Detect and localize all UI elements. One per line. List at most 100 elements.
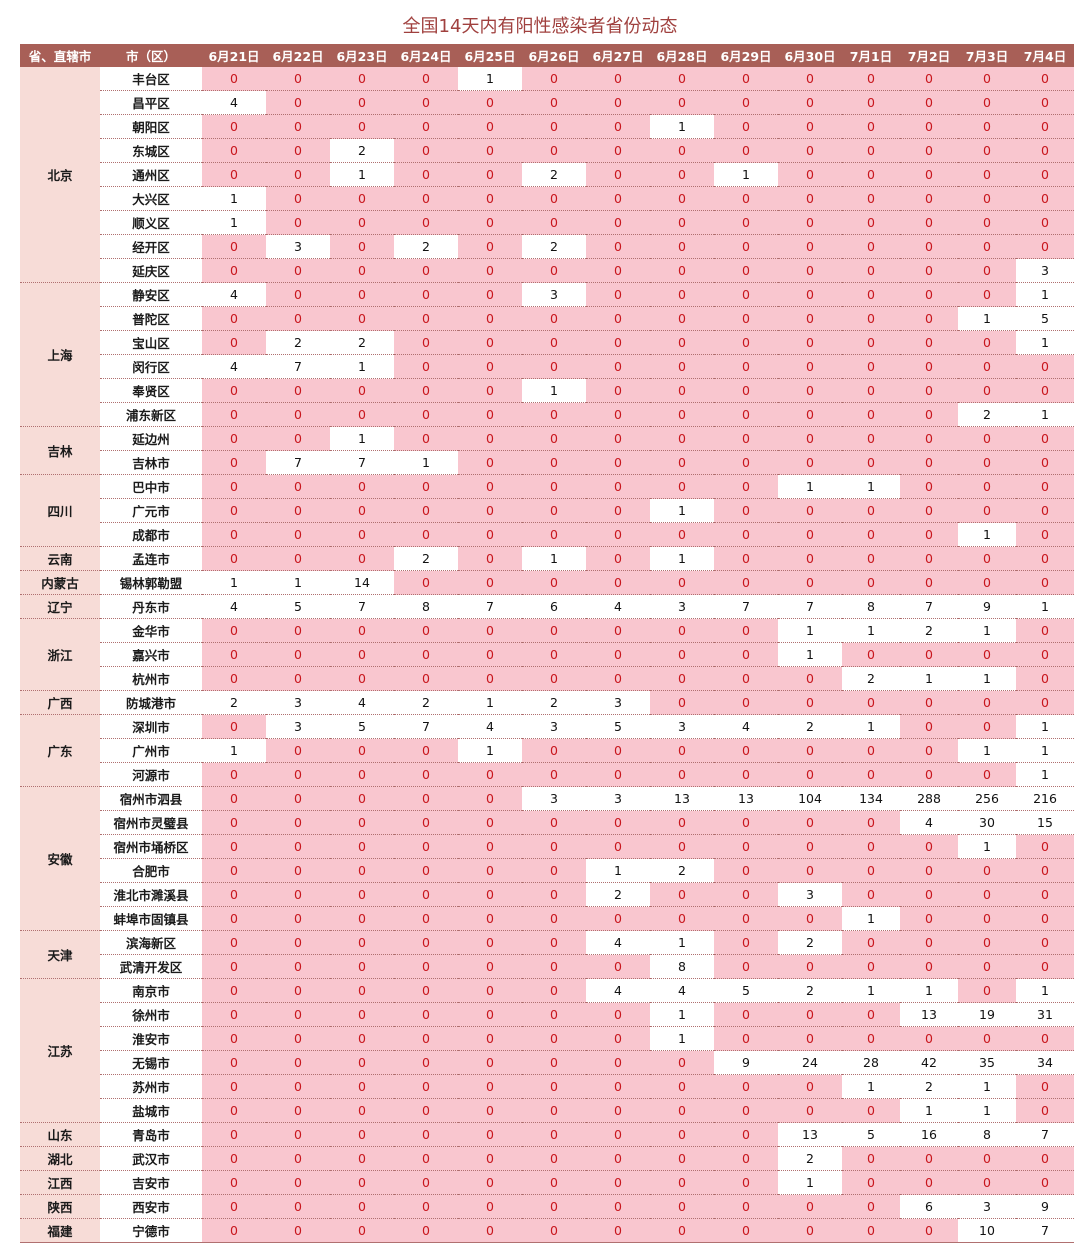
value-cell: 0: [900, 90, 958, 115]
value-cell: 0: [650, 810, 714, 835]
value-cell: 2: [394, 546, 458, 571]
value-cell: 0: [266, 1218, 330, 1243]
value-cell: 0: [330, 258, 394, 283]
value-cell: 0: [458, 186, 522, 211]
value-cell: 0: [958, 690, 1016, 715]
value-cell: 0: [650, 1194, 714, 1219]
value-cell: 0: [778, 450, 842, 475]
value-cell: 0: [900, 354, 958, 379]
value-cell: 7: [1016, 1122, 1074, 1147]
value-cell: 0: [714, 906, 778, 931]
province-cell: 天津: [20, 930, 100, 979]
value-cell: 0: [330, 978, 394, 1003]
value-cell: 0: [330, 474, 394, 499]
value-cell: 0: [842, 930, 900, 955]
value-cell: 3: [586, 690, 650, 715]
value-cell: 0: [650, 474, 714, 499]
value-cell: 0: [458, 1098, 522, 1123]
value-cell: 0: [330, 834, 394, 859]
table-row: 陕西 西安市 0 0 0 0 0 0 0 0 0 0 0 6 3 9: [20, 1194, 1074, 1219]
value-cell: 0: [842, 858, 900, 883]
value-cell: 0: [778, 738, 842, 763]
table-row: 上海 静安区 4 0 0 0 0 3 0 0 0 0 0 0 0 1: [20, 282, 1074, 427]
value-cell: 0: [266, 762, 330, 787]
value-cell: 0: [330, 1146, 394, 1171]
value-cell: 0: [330, 642, 394, 667]
city-cell: 徐州市: [100, 1002, 202, 1027]
value-cell: 0: [586, 570, 650, 595]
value-cell: 0: [266, 522, 330, 547]
value-cell: 0: [958, 1026, 1016, 1051]
value-cell: 2: [958, 402, 1016, 427]
value-cell: 0: [650, 522, 714, 547]
city-cell: 吉林市: [100, 450, 202, 475]
table-row: 北京 丰台区 0 0 0 0 1 0 0 0 0 0 0 0 0 0: [20, 67, 1074, 283]
value-cell: 0: [458, 402, 522, 427]
value-cell: 1: [1016, 282, 1074, 307]
value-cell: 0: [778, 762, 842, 787]
value-cell: 2: [394, 690, 458, 715]
value-cell: 0: [714, 882, 778, 907]
value-cell: 0: [586, 1050, 650, 1075]
value-cell: 0: [586, 1002, 650, 1027]
value-cell: 0: [330, 930, 394, 955]
value-cell: 0: [266, 954, 330, 979]
value-cell: 0: [458, 234, 522, 259]
value-cell: 1: [778, 618, 842, 643]
value-cell: 0: [842, 210, 900, 235]
city-cell: 朝阳区: [100, 114, 202, 139]
value-cell: 0: [202, 234, 266, 259]
value-cell: 0: [778, 426, 842, 451]
value-cell: 0: [900, 402, 958, 427]
value-cell: 2: [394, 234, 458, 259]
value-cell: 0: [458, 1002, 522, 1027]
value-cell: 5: [330, 714, 394, 739]
table-row: 四川 巴中市 0 0 0 0 0 0 0 0 0 1 1 0 0 0: [20, 474, 1074, 547]
table-row: 吉林 延边州 0 0 1 0 0 0 0 0 0 0 0 0 0 0: [20, 426, 1074, 475]
value-cell: 0: [778, 162, 842, 187]
value-cell: 0: [202, 762, 266, 787]
city-cell: 顺义区: [100, 210, 202, 235]
value-cell: 0: [714, 1170, 778, 1195]
value-cell: 0: [266, 1098, 330, 1123]
value-cell: 0: [522, 354, 586, 379]
value-cell: 0: [714, 1122, 778, 1147]
value-cell: 0: [714, 642, 778, 667]
value-cell: 0: [522, 330, 586, 355]
value-cell: 0: [330, 522, 394, 547]
value-cell: 30: [958, 810, 1016, 835]
value-cell: 104: [778, 786, 842, 811]
value-cell: 0: [522, 522, 586, 547]
table-row: 福建 宁德市 0 0 0 0 0 0 0 0 0 0 0 0 10 7: [20, 1218, 1074, 1243]
value-cell: 1: [394, 450, 458, 475]
value-cell: 0: [458, 1074, 522, 1099]
value-cell: 0: [1016, 378, 1074, 403]
value-cell: 0: [458, 330, 522, 355]
value-cell: 0: [714, 690, 778, 715]
value-cell: 0: [900, 546, 958, 571]
value-cell: 0: [958, 282, 1016, 307]
value-cell: 0: [330, 378, 394, 403]
value-cell: 4: [586, 930, 650, 955]
value-cell: 0: [1016, 1146, 1074, 1171]
value-cell: 0: [458, 426, 522, 451]
value-cell: 0: [458, 306, 522, 331]
value-cell: 0: [842, 162, 900, 187]
value-cell: 0: [778, 954, 842, 979]
value-cell: 0: [650, 906, 714, 931]
value-cell: 1: [330, 162, 394, 187]
value-cell: 0: [394, 1026, 458, 1051]
table-row: 成都市 0 0 0 0 0 0 0 0 0 0 0 0 1 0: [20, 522, 1074, 547]
value-cell: 0: [394, 258, 458, 283]
value-cell: 0: [394, 930, 458, 955]
value-cell: 0: [202, 618, 266, 643]
value-cell: 0: [900, 522, 958, 547]
value-cell: 1: [900, 1098, 958, 1123]
value-cell: 0: [842, 1026, 900, 1051]
value-cell: 0: [522, 762, 586, 787]
value-cell: 4: [586, 978, 650, 1003]
value-cell: 0: [586, 67, 650, 91]
value-cell: 16: [900, 1122, 958, 1147]
value-cell: 0: [650, 666, 714, 691]
value-cell: 0: [586, 954, 650, 979]
